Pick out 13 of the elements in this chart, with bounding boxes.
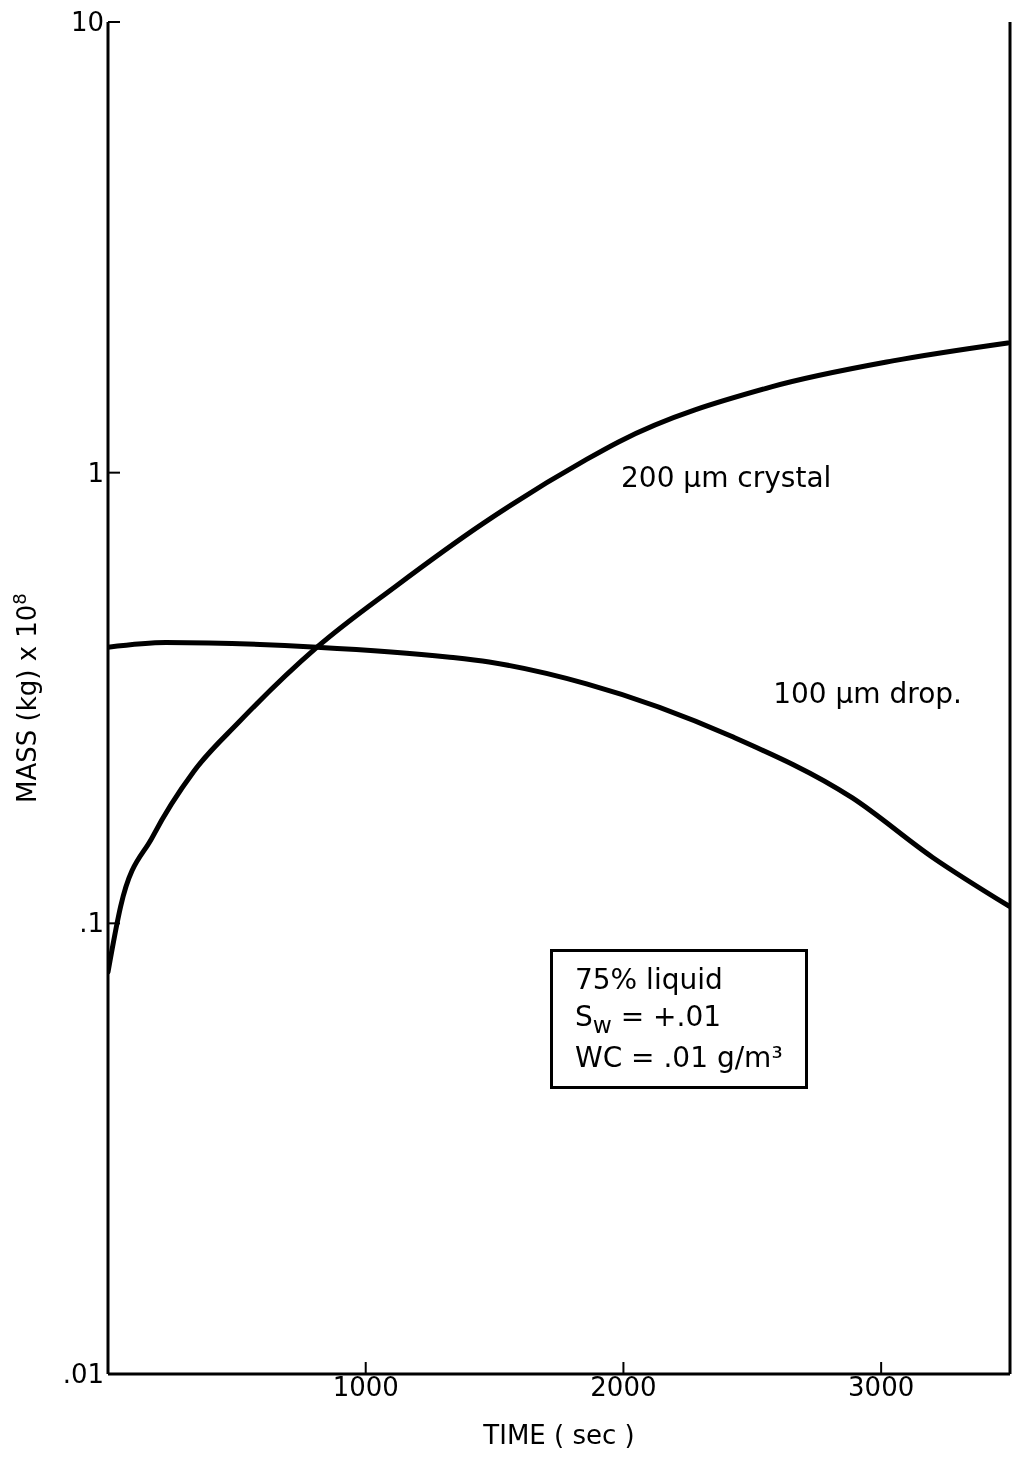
series-label: 200 μm crystal <box>621 460 832 494</box>
y-tick-label: 1 <box>87 457 104 488</box>
y-tick-label: .1 <box>79 908 104 939</box>
series-label: 100 μm drop. <box>773 676 963 710</box>
x-tick-label: 1000 <box>332 1372 399 1403</box>
y-tick-label: .01 <box>62 1359 104 1389</box>
annotation: WC = .01 g/m³ <box>574 1039 783 1076</box>
x-tick-label: 2000 <box>590 1372 657 1403</box>
x-axis-title: TIME ( sec ) <box>482 1420 635 1450</box>
x-tick-label: 3000 <box>848 1372 915 1403</box>
annotation: 75% liquid <box>574 962 724 999</box>
y-tick-label: 10 <box>70 7 104 37</box>
annotation: S$_{w}$ = +.01 <box>574 998 723 1040</box>
